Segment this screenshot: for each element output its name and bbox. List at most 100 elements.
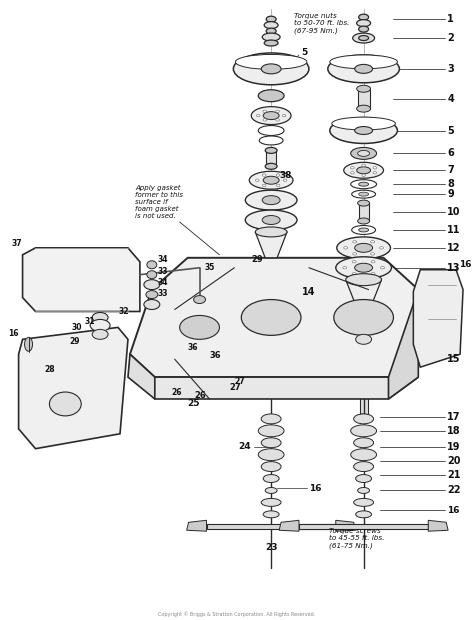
Ellipse shape — [355, 64, 373, 73]
Ellipse shape — [356, 20, 371, 27]
Ellipse shape — [25, 337, 33, 352]
Ellipse shape — [256, 115, 260, 117]
Ellipse shape — [255, 227, 287, 237]
Ellipse shape — [373, 172, 377, 174]
Ellipse shape — [92, 329, 108, 339]
Ellipse shape — [354, 498, 374, 507]
Ellipse shape — [359, 192, 369, 196]
Ellipse shape — [261, 438, 281, 448]
Text: 16: 16 — [447, 506, 460, 515]
Ellipse shape — [264, 22, 278, 29]
Ellipse shape — [259, 136, 283, 145]
Ellipse shape — [353, 241, 356, 243]
Ellipse shape — [359, 414, 369, 420]
Text: 26: 26 — [195, 391, 206, 399]
Ellipse shape — [262, 216, 280, 224]
Ellipse shape — [359, 182, 369, 186]
Text: 32: 32 — [118, 307, 128, 316]
Text: 7: 7 — [447, 166, 454, 175]
Text: Apply gasket
former to this
surface if
foam gasket
is not used.: Apply gasket former to this surface if f… — [135, 185, 183, 219]
Ellipse shape — [371, 241, 374, 243]
Text: 24: 24 — [238, 442, 251, 451]
Text: 27: 27 — [229, 383, 241, 392]
Ellipse shape — [92, 312, 108, 322]
Ellipse shape — [261, 462, 281, 472]
Text: 12: 12 — [447, 243, 461, 253]
Ellipse shape — [263, 474, 279, 482]
Text: 27: 27 — [234, 376, 245, 386]
Text: 25: 25 — [188, 399, 200, 409]
Text: 30: 30 — [72, 323, 82, 332]
Ellipse shape — [381, 267, 384, 269]
Text: 3: 3 — [447, 64, 454, 74]
Ellipse shape — [263, 176, 279, 184]
Ellipse shape — [371, 260, 375, 263]
Ellipse shape — [359, 14, 369, 20]
Ellipse shape — [351, 148, 376, 159]
Text: 5: 5 — [447, 125, 454, 136]
Polygon shape — [23, 248, 140, 311]
Ellipse shape — [351, 449, 376, 461]
Polygon shape — [187, 520, 207, 531]
Text: 13: 13 — [447, 263, 461, 273]
Ellipse shape — [373, 167, 377, 169]
Polygon shape — [413, 270, 463, 367]
Ellipse shape — [328, 55, 400, 83]
Ellipse shape — [262, 196, 280, 205]
Text: 29: 29 — [70, 337, 80, 346]
Ellipse shape — [263, 118, 266, 121]
Ellipse shape — [356, 334, 372, 344]
Ellipse shape — [258, 90, 284, 102]
Ellipse shape — [344, 247, 348, 249]
Ellipse shape — [261, 64, 281, 74]
Ellipse shape — [355, 126, 373, 135]
Ellipse shape — [263, 112, 279, 120]
Ellipse shape — [353, 253, 356, 255]
Ellipse shape — [283, 115, 286, 117]
Text: 16: 16 — [459, 260, 472, 269]
Ellipse shape — [255, 179, 259, 182]
Text: 31: 31 — [85, 317, 95, 326]
Ellipse shape — [358, 487, 370, 494]
Polygon shape — [428, 520, 448, 531]
Ellipse shape — [330, 55, 397, 69]
Ellipse shape — [353, 33, 374, 43]
Text: 20: 20 — [447, 456, 461, 466]
Bar — [360, 308, 368, 417]
Ellipse shape — [356, 167, 371, 174]
Ellipse shape — [263, 174, 266, 176]
Text: 34: 34 — [158, 278, 168, 287]
Ellipse shape — [359, 228, 369, 232]
Text: 29: 29 — [252, 255, 263, 264]
Text: 16: 16 — [309, 484, 321, 493]
Ellipse shape — [266, 16, 276, 22]
Ellipse shape — [358, 200, 370, 206]
Text: 34: 34 — [158, 255, 168, 264]
Text: 4: 4 — [447, 94, 454, 104]
Ellipse shape — [344, 162, 383, 178]
Polygon shape — [18, 327, 128, 449]
Polygon shape — [389, 290, 419, 399]
Ellipse shape — [351, 425, 376, 436]
Ellipse shape — [264, 40, 278, 46]
Ellipse shape — [263, 184, 266, 187]
Bar — [207, 525, 336, 529]
Ellipse shape — [380, 247, 383, 249]
Ellipse shape — [261, 498, 281, 507]
Ellipse shape — [276, 184, 280, 187]
Text: 14: 14 — [302, 286, 316, 296]
Ellipse shape — [354, 414, 374, 424]
Ellipse shape — [351, 167, 354, 169]
Ellipse shape — [262, 33, 280, 41]
Ellipse shape — [371, 273, 375, 275]
Ellipse shape — [241, 299, 301, 335]
Ellipse shape — [258, 449, 284, 461]
Ellipse shape — [354, 438, 374, 448]
Ellipse shape — [251, 107, 291, 125]
Ellipse shape — [266, 28, 276, 34]
Polygon shape — [346, 280, 382, 308]
Ellipse shape — [265, 163, 277, 169]
Ellipse shape — [265, 148, 277, 153]
Ellipse shape — [352, 260, 356, 263]
Ellipse shape — [144, 280, 160, 290]
